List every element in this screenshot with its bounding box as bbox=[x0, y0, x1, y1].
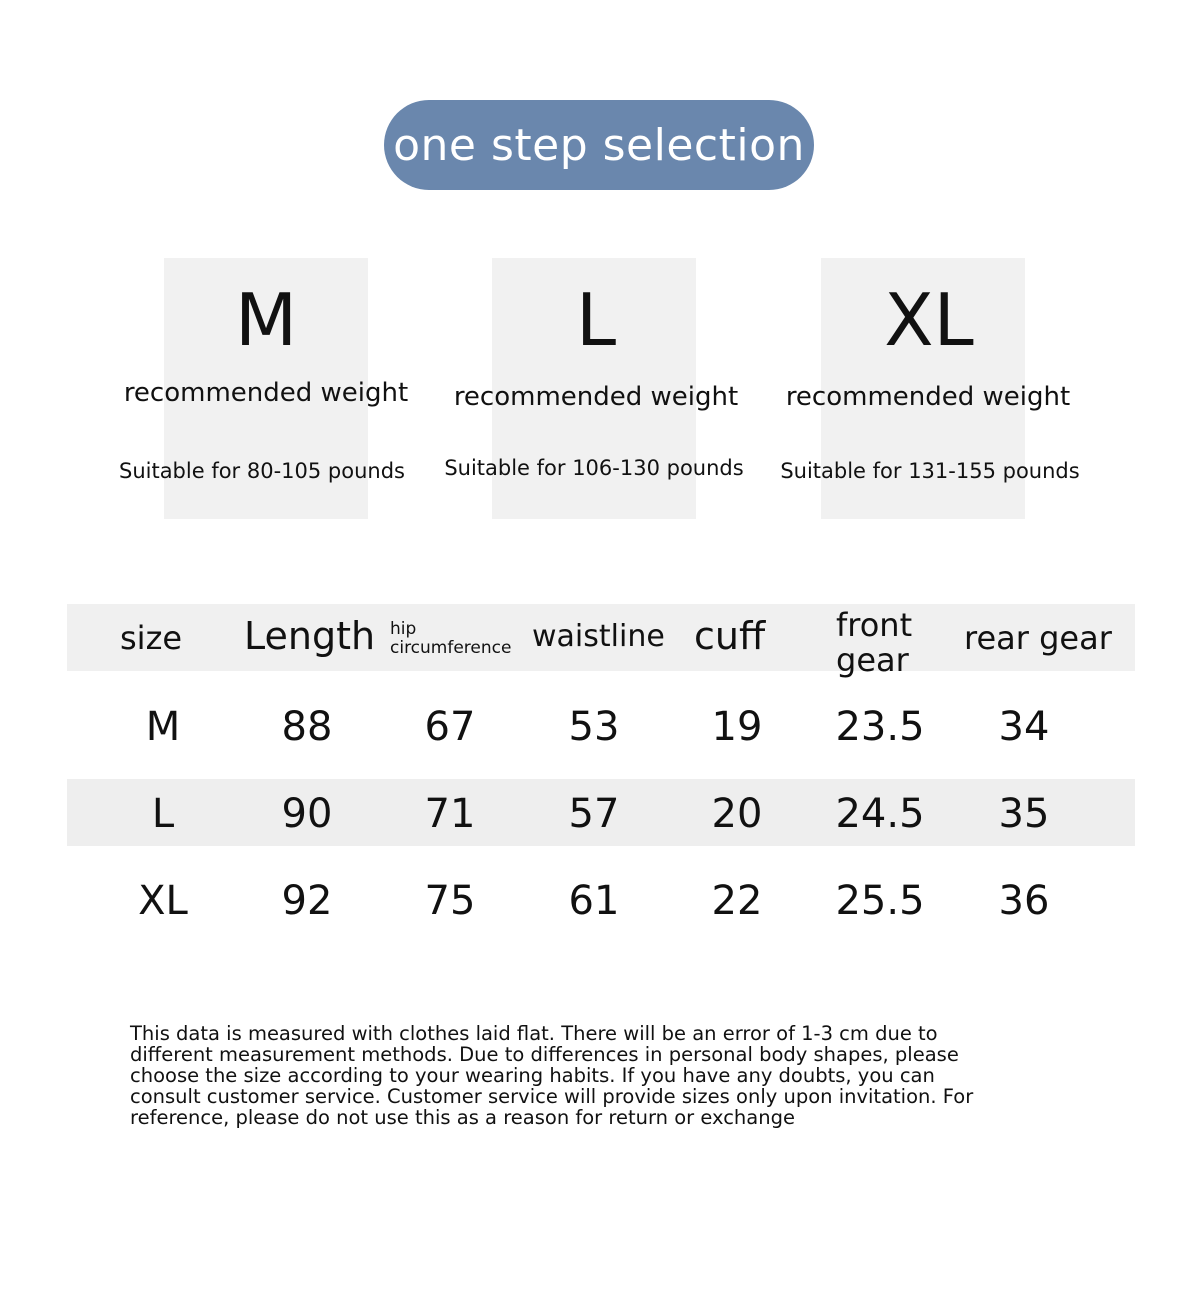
table-cell: 61 bbox=[568, 878, 620, 924]
table-cell: 90 bbox=[281, 791, 333, 837]
size-card-m-bg bbox=[164, 258, 368, 519]
header-front: front bbox=[836, 606, 913, 644]
table-cell: 88 bbox=[281, 704, 333, 750]
table-cell: 22 bbox=[711, 878, 763, 924]
table-cell: 71 bbox=[424, 791, 476, 837]
table-cell: 57 bbox=[568, 791, 620, 837]
header-hip: hip bbox=[390, 619, 417, 639]
header-gear: gear bbox=[836, 641, 909, 679]
size-card-range: Suitable for 106-130 pounds bbox=[444, 456, 744, 480]
size-card-label: recommended weight bbox=[785, 382, 1071, 412]
header-rear-gear: rear gear bbox=[964, 619, 1112, 657]
table-cell: 24.5 bbox=[835, 791, 925, 837]
size-card-label: recommended weight bbox=[453, 382, 739, 412]
table-cell: 75 bbox=[424, 878, 476, 924]
table-cell: 20 bbox=[711, 791, 763, 837]
disclaimer-note: This data is measured with clothes laid … bbox=[130, 1022, 974, 1129]
table-cell: 23.5 bbox=[835, 704, 925, 750]
header-length: Length bbox=[244, 614, 376, 658]
table-header-row bbox=[67, 604, 1135, 671]
table-cell: L bbox=[151, 791, 175, 837]
table-cell: 92 bbox=[281, 878, 333, 924]
size-card-l-bg bbox=[492, 258, 696, 519]
header-waistline: waistline bbox=[532, 619, 665, 654]
table-cell: XL bbox=[138, 878, 188, 924]
table-cell: 25.5 bbox=[835, 878, 925, 924]
size-card-xl-bg bbox=[821, 258, 1025, 519]
banner-title: one step selection bbox=[384, 100, 814, 190]
size-card-range: Suitable for 80-105 pounds bbox=[118, 459, 405, 483]
table-cell: 19 bbox=[711, 704, 763, 750]
table-cell: 53 bbox=[568, 704, 620, 750]
table-cell: 34 bbox=[998, 704, 1050, 750]
size-card-letter: L bbox=[575, 278, 617, 362]
table-cell: 35 bbox=[998, 791, 1050, 837]
table-cell: 67 bbox=[424, 704, 476, 750]
table-row-band bbox=[67, 779, 1135, 846]
header-size: size bbox=[120, 619, 183, 657]
table-cell: 36 bbox=[998, 878, 1050, 924]
size-card-letter: XL bbox=[884, 278, 974, 362]
size-card-range: Suitable for 131-155 pounds bbox=[780, 459, 1080, 483]
table-cell: M bbox=[145, 704, 181, 750]
header-circumference: circumference bbox=[390, 638, 512, 658]
size-card-label: recommended weight bbox=[123, 378, 409, 408]
header-cuff: cuff bbox=[694, 614, 766, 658]
size-card-letter: M bbox=[234, 278, 298, 362]
